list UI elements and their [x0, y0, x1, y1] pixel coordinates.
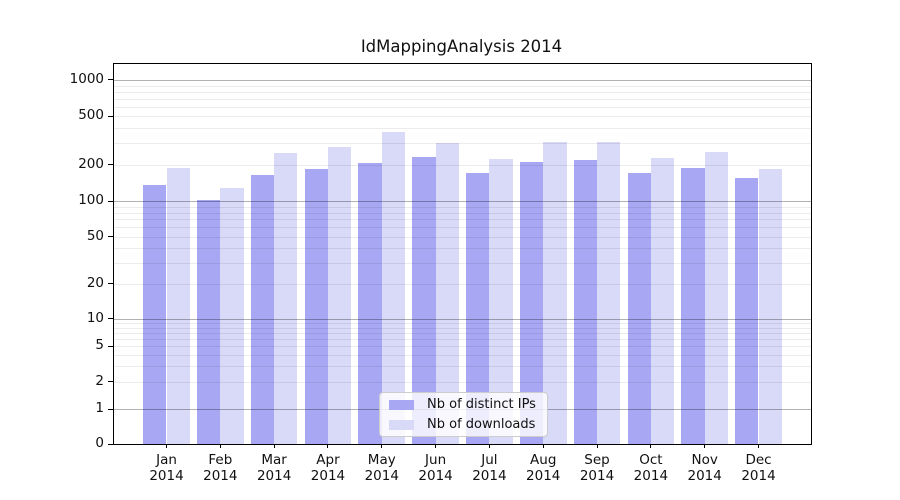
bar-downloads-mar — [274, 152, 298, 444]
y-tick-50 — [108, 236, 113, 238]
y-tick-10 — [108, 318, 113, 320]
bar-distinct-ips-jan — [143, 185, 167, 444]
bar-downloads-jun — [435, 143, 459, 444]
x-tick-nov — [704, 444, 706, 448]
bar-distinct-ips-may — [358, 163, 382, 444]
x-tick-label-aug: Aug 2014 — [526, 452, 561, 484]
y-tick-label-5: 5 — [95, 337, 104, 354]
x-tick-label-jan: Jan 2014 — [149, 452, 184, 484]
x-tick-oct — [650, 444, 652, 448]
x-tick-label-may: May 2014 — [364, 452, 399, 484]
y-tick-1 — [108, 408, 113, 410]
axis-ticks-layer: Jan 2014 Feb 2014 Mar 2014 Apr 2014 May 2014 Jun 20… — [108, 64, 811, 483]
legend-row-distinct-ips: Nb of distinct IPs — [380, 397, 547, 413]
y-tick-label-100: 100 — [78, 192, 104, 209]
y-tick-1000 — [108, 79, 113, 81]
bars-layer — [114, 64, 811, 444]
legend-label-distinct-ips: Nb of distinct IPs — [427, 397, 536, 412]
x-tick-label-feb: Feb 2014 — [203, 452, 238, 484]
legend-swatch-distinct-ips — [389, 399, 414, 410]
x-tick-label-nov: Nov 2014 — [687, 452, 722, 484]
y-tick-label-20: 20 — [86, 274, 104, 291]
y-tick-200 — [108, 164, 113, 166]
y-tick-20 — [108, 283, 113, 285]
bar-distinct-ips-oct — [627, 172, 651, 444]
y-tick-100 — [108, 200, 113, 202]
y-tick-label-1: 1 — [95, 400, 104, 416]
x-tick-jul — [488, 444, 490, 448]
chart-title: IdMappingAnalysis 2014 — [360, 37, 563, 56]
x-tick-label-apr: Apr 2014 — [310, 452, 346, 484]
legend-row-downloads: Nb of downloads — [380, 417, 547, 433]
bar-distinct-ips-aug — [519, 162, 544, 444]
y-tick-label-10: 10 — [86, 309, 104, 326]
x-tick-sep — [596, 444, 598, 448]
bar-distinct-ips-jul — [466, 172, 490, 444]
legend-label-downloads: Nb of downloads — [427, 417, 536, 432]
legend-swatch-downloads — [389, 419, 414, 430]
bar-downloads-dec — [758, 168, 782, 444]
x-tick-label-oct: Oct 2014 — [633, 452, 669, 484]
bar-downloads-aug — [543, 141, 567, 444]
bar-downloads-feb — [220, 188, 244, 444]
x-tick-apr — [327, 444, 329, 448]
x-tick-mar — [273, 444, 275, 448]
x-tick-dec — [758, 444, 759, 448]
x-tick-may — [381, 444, 383, 448]
bar-downloads-jul — [489, 159, 513, 444]
bar-distinct-ips-nov — [681, 167, 705, 444]
y-tick-label-500: 500 — [78, 107, 104, 124]
x-tick-aug — [542, 444, 544, 448]
bar-downloads-nov — [704, 151, 728, 444]
y-tick-label-0: 0 — [95, 435, 104, 451]
plot-area: Jan 2014 Feb 2014 Mar 2014 Apr 2014 May 2014 Jun 20… — [108, 63, 812, 483]
x-tick-label-jul: Jul 2014 — [472, 452, 507, 484]
x-tick-feb — [219, 444, 221, 448]
y-tick-5 — [108, 345, 113, 347]
bar-downloads-sep — [597, 141, 621, 444]
bar-distinct-ips-jun — [412, 157, 436, 444]
bar-downloads-apr — [327, 146, 352, 444]
bar-distinct-ips-dec — [735, 178, 759, 444]
x-tick-label-dec: Dec 2014 — [741, 452, 776, 484]
legend: Nb of distinct IPs Nb of downloads — [379, 392, 548, 437]
bar-downloads-may — [381, 132, 406, 444]
y-tick-500 — [108, 115, 113, 117]
bar-distinct-ips-sep — [573, 159, 598, 444]
y-tick-label-200: 200 — [78, 155, 104, 172]
y-tick-label-50: 50 — [86, 227, 104, 244]
x-tick-label-jun: Jun 2014 — [418, 452, 453, 484]
bar-downloads-oct — [650, 158, 675, 444]
y-tick-label-1000: 1000 — [69, 70, 104, 87]
y-tick-label-2: 2 — [95, 372, 104, 389]
x-tick-jun — [435, 444, 437, 448]
bar-distinct-ips-apr — [304, 169, 328, 444]
x-tick-label-sep: Sep 2014 — [579, 452, 615, 484]
bar-distinct-ips-mar — [250, 174, 275, 444]
x-tick-label-mar: Mar 2014 — [256, 452, 292, 484]
bar-distinct-ips-feb — [197, 199, 221, 444]
y-tick-2 — [108, 381, 113, 383]
x-tick-jan — [166, 444, 167, 448]
y-tick-0 — [108, 443, 113, 445]
bar-downloads-jan — [166, 167, 190, 444]
